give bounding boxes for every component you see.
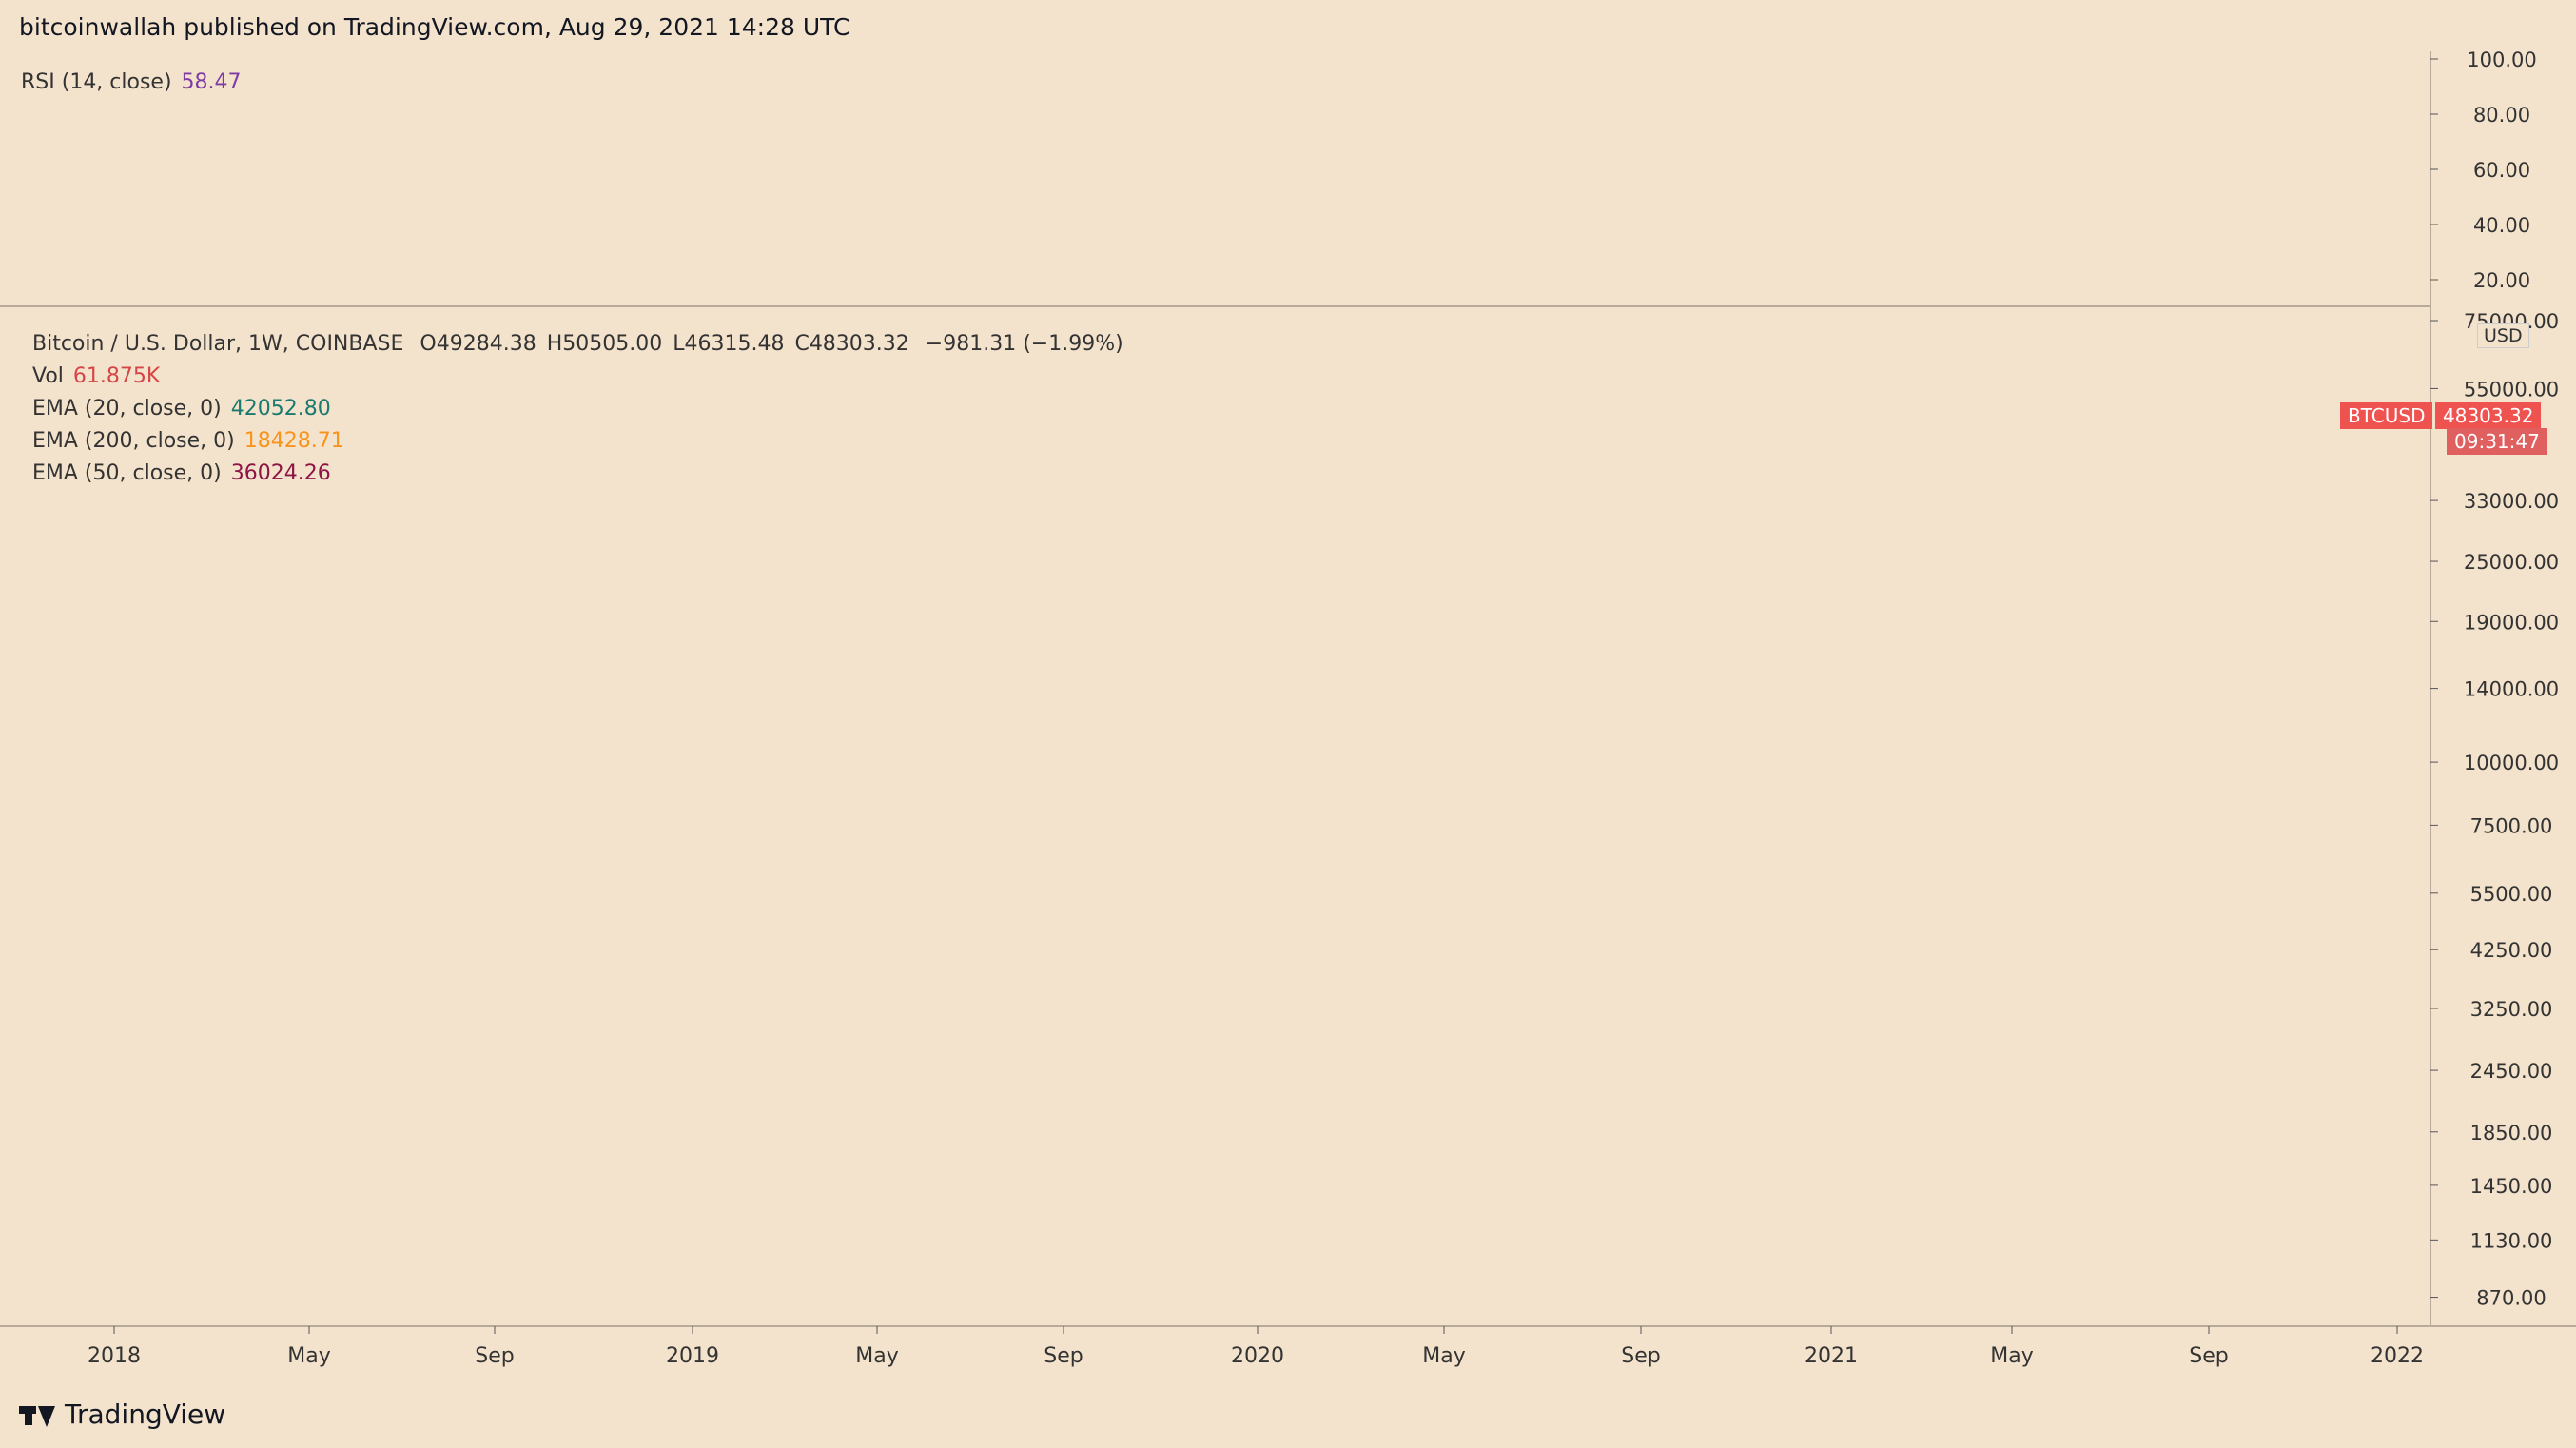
legend-symbol-row: Bitcoin / U.S. Dollar, 1W, COINBASE O492… (32, 328, 1133, 361)
axis-unit: USD (2477, 323, 2529, 348)
rsi-tick-label: 80.00 (2473, 104, 2530, 127)
price-tick-label: 10000.00 (2464, 752, 2559, 774)
legend-high: H50505.00 (546, 332, 663, 356)
time-tick-label: Sep (2189, 1344, 2228, 1368)
price-tick-label: 7500.00 (2470, 814, 2553, 837)
publish-header: bitcoinwallah published on TradingView.c… (0, 0, 2576, 51)
time-tick-label: May (855, 1344, 898, 1368)
legend-low: L46315.48 (673, 332, 785, 356)
time-tick-label: Sep (475, 1344, 514, 1368)
price-tag-symbol: BTCUSD (2340, 402, 2433, 429)
chart-bg (0, 51, 2576, 1381)
rsi-label: RSI (14, close) (21, 70, 172, 94)
legend-ema20-row: EMA (20, close, 0) 42052.80 (32, 393, 1133, 425)
footer: TradingView (0, 1381, 2576, 1448)
ema20-label: EMA (20, close, 0) (32, 397, 222, 421)
price-tick-label: 1130.00 (2470, 1229, 2553, 1252)
vol-value: 61.875K (72, 364, 161, 388)
price-tick-label: 2450.00 (2470, 1060, 2553, 1083)
rsi-tick-label: 100.00 (2467, 51, 2536, 71)
axes: 75000.0055000.0033000.0025000.0019000.00… (0, 51, 2576, 1381)
price-tick-label: 870.00 (2476, 1287, 2546, 1310)
rsi-tick-label: 40.00 (2473, 214, 2530, 237)
rsi-value: 58.47 (181, 70, 242, 94)
time-tick-label: May (1990, 1344, 2033, 1368)
chart-canvas[interactable]: 4.236(32095.29)3.618(28185.21)2.618(2185… (0, 51, 2576, 1381)
legend-title: Bitcoin / U.S. Dollar, 1W, COINBASE (32, 332, 404, 356)
brand-text: TradingView (65, 1399, 226, 1430)
price-legend: Bitcoin / U.S. Dollar, 1W, COINBASE O492… (32, 328, 1133, 490)
time-tick-label: 2022 (2371, 1344, 2424, 1368)
time-tick-label: 2019 (666, 1344, 719, 1368)
ema50-value: 36024.26 (230, 461, 331, 485)
rsi-legend: RSI (14, close) 58.47 (21, 70, 251, 94)
price-tag-countdown: 09:31:47 (2447, 428, 2547, 455)
legend-ema200-row: EMA (200, close, 0) 18428.71 (32, 425, 1133, 458)
price-tick-label: 33000.00 (2464, 490, 2559, 513)
ema200-label: EMA (200, close, 0) (32, 429, 235, 453)
legend-open: O49284.38 (420, 332, 537, 356)
legend-vol-row: Vol 61.875K (32, 361, 1133, 393)
price-tick-label: 19000.00 (2464, 611, 2559, 634)
time-tick-label: 2021 (1805, 1344, 1858, 1368)
legend-close: C48303.32 (794, 332, 909, 356)
price-tag-value: 48303.32 (2435, 402, 2542, 429)
time-tick-label: 2018 (88, 1344, 141, 1368)
price-tick-label: 4250.00 (2470, 939, 2553, 962)
legend-ema50-row: EMA (50, close, 0) 36024.26 (32, 458, 1133, 490)
time-tick-label: Sep (1044, 1344, 1083, 1368)
rsi-tick-label: 20.00 (2473, 269, 2530, 292)
vol-label: Vol (32, 364, 64, 388)
ema20-value: 42052.80 (230, 397, 331, 421)
tradingview-brand[interactable]: TradingView (19, 1399, 225, 1430)
ema200-value: 18428.71 (244, 429, 344, 453)
legend-change: −981.31 (−1.99%) (925, 332, 1123, 356)
price-tick-label: 14000.00 (2464, 678, 2559, 701)
price-tick-label: 1450.00 (2470, 1175, 2553, 1198)
price-tick-label: 1850.00 (2470, 1122, 2553, 1145)
price-tick-label: 5500.00 (2470, 883, 2553, 906)
publisher-text: bitcoinwallah published on TradingView.c… (19, 13, 850, 41)
time-tick-label: 2020 (1231, 1344, 1284, 1368)
ema50-label: EMA (50, close, 0) (32, 461, 222, 485)
rsi-tick-label: 60.00 (2473, 159, 2530, 182)
tradingview-logo-icon (19, 1402, 55, 1427)
time-tick-label: May (287, 1344, 330, 1368)
price-tick-label: 3250.00 (2470, 998, 2553, 1021)
time-tick-label: May (1422, 1344, 1465, 1368)
price-tick-label: 55000.00 (2464, 378, 2559, 401)
time-tick-label: Sep (1621, 1344, 1660, 1368)
price-tick-label: 25000.00 (2464, 551, 2559, 574)
